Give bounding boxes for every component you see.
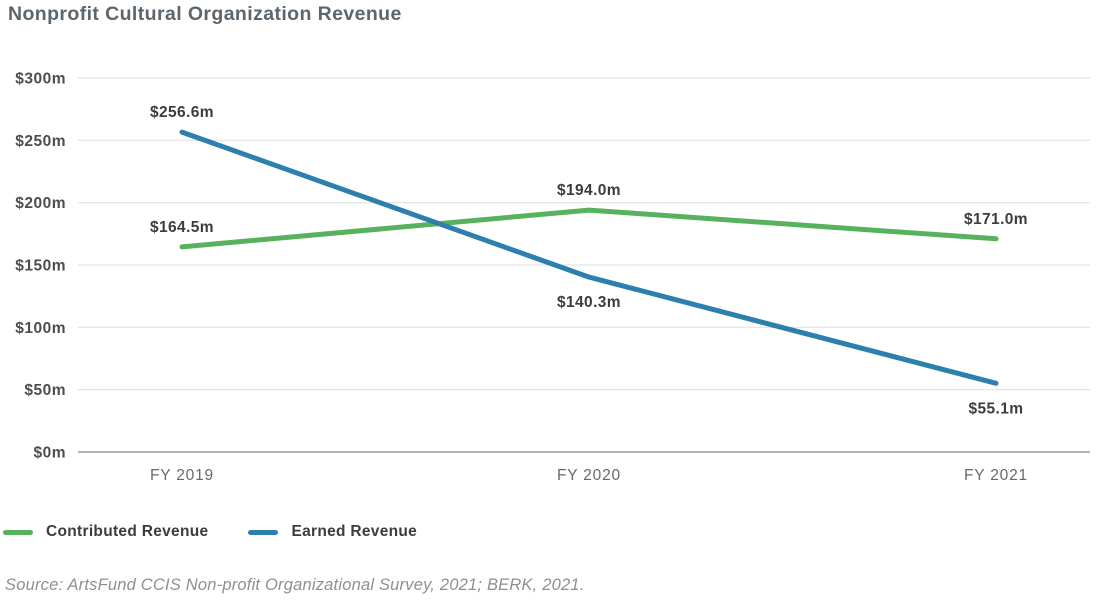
ytick-label: $150m xyxy=(15,258,66,275)
ytick-label: $0m xyxy=(33,445,66,462)
point-label: $55.1m xyxy=(969,400,1024,417)
earned-revenue-line xyxy=(179,129,999,386)
ytick-label: $250m xyxy=(15,133,66,150)
earned-revenue-swatch-icon xyxy=(248,529,279,535)
ytick-label: $200m xyxy=(15,195,66,212)
revenue-line-chart-svg: $0m $50m $100m $150m $200m $250m $300m FY 2019 F… xyxy=(15,71,1090,484)
point-label: $256.6m xyxy=(150,104,214,121)
category-label: FY 2021 xyxy=(964,467,1028,484)
source-caption: Source: ArtsFund CCIS Non-profit Organiz… xyxy=(5,576,585,594)
legend-item-contributed: Contributed Revenue xyxy=(3,523,208,541)
legend-label-contributed: Contributed Revenue xyxy=(46,523,209,540)
category-label: FY 2019 xyxy=(150,467,214,484)
ytick-label: $50m xyxy=(24,382,66,399)
point-label: $140.3m xyxy=(557,294,621,311)
ytick-label: $100m xyxy=(15,320,66,337)
legend-item-earned: Earned Revenue xyxy=(248,523,417,541)
point-label: $194.0m xyxy=(557,182,621,199)
legend-label-earned: Earned Revenue xyxy=(291,523,418,540)
point-label: $164.5m xyxy=(150,219,214,236)
legend: Contributed Revenue Earned Revenue xyxy=(3,523,417,541)
contributed-revenue-swatch-icon xyxy=(3,529,33,535)
contributed-revenue-line xyxy=(179,207,999,250)
point-label: $171.0m xyxy=(964,211,1028,228)
ytick-label: $300m xyxy=(15,71,66,88)
category-label: FY 2020 xyxy=(557,467,621,484)
chart-title: Nonprofit Cultural Organization Revenue xyxy=(8,3,402,25)
